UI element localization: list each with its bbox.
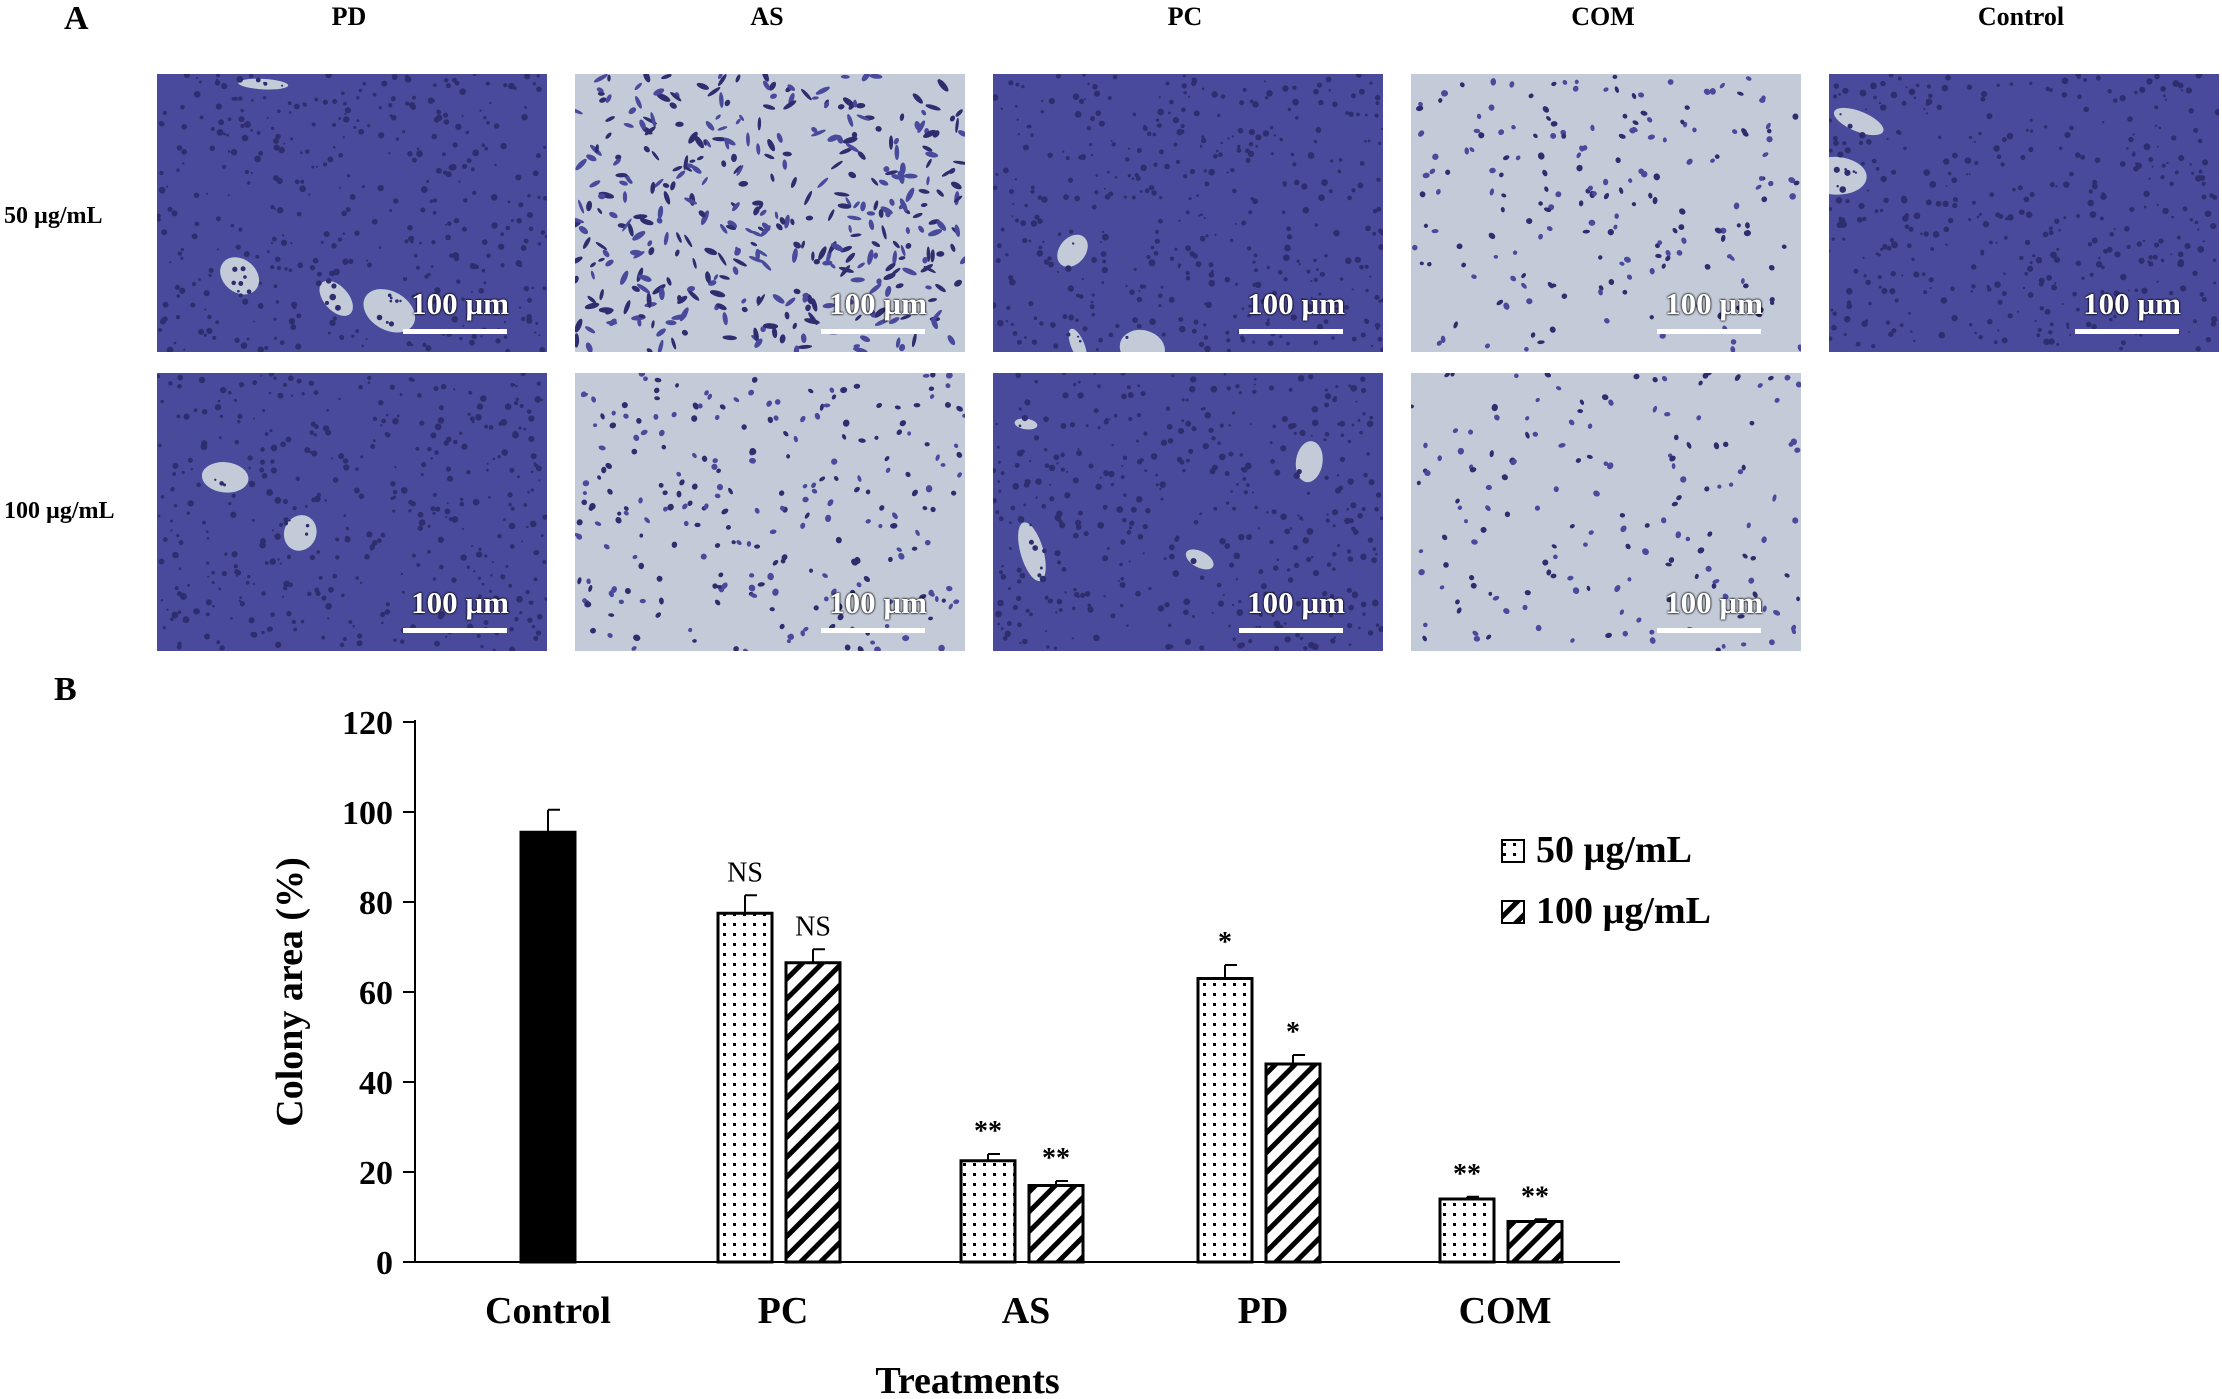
y-tick-label: 40 <box>359 1065 393 1102</box>
legend-label: 50 µg/mL <box>1536 829 1692 871</box>
scale-bar <box>403 628 507 633</box>
scale-bar <box>821 628 925 633</box>
cell-texture <box>993 74 1383 352</box>
x-tick-label: COM <box>1459 1290 1552 1332</box>
scale-label: 100 µm <box>2083 286 2181 321</box>
bar <box>519 830 577 1264</box>
y-tick-label: 80 <box>359 885 393 922</box>
scale-bar <box>2075 329 2179 334</box>
bar <box>716 911 774 1264</box>
column-label-as: AS <box>750 2 784 31</box>
cell-texture <box>993 373 1383 651</box>
panel-b-letter: B <box>54 671 77 708</box>
scale-label: 100 µm <box>411 286 509 321</box>
scale-label: 100 µm <box>829 286 927 321</box>
x-tick-label: PD <box>1238 1290 1289 1332</box>
column-label-pc: PC <box>1167 2 1203 31</box>
y-axis-title: Colony area (%) <box>269 857 311 1127</box>
significance-label: * <box>1286 1017 1300 1048</box>
micrograph-pc-100: 100 µm <box>993 373 1383 651</box>
column-label-control: Control <box>1977 2 2065 31</box>
cell-texture <box>575 74 965 352</box>
micrograph-as-100: 100 µm <box>575 373 965 651</box>
scale-bar <box>1657 628 1761 633</box>
bar <box>1264 1062 1322 1264</box>
cell-texture <box>157 74 547 352</box>
micrograph-pc-50: 100 µm <box>993 74 1383 352</box>
significance-label: ** <box>1042 1143 1070 1174</box>
micrograph-control-50: 100 µm <box>1829 74 2219 352</box>
panel-a-letter: A <box>64 0 89 37</box>
bar <box>959 1159 1017 1264</box>
significance-label: NS <box>727 857 763 888</box>
x-tick-label: AS <box>1002 1290 1051 1332</box>
cell-texture <box>1411 373 1801 651</box>
legend-swatch <box>1501 900 1525 924</box>
x-axis-title: Treatments <box>875 1360 1059 1399</box>
legend-label: 100 µg/mL <box>1536 890 1711 932</box>
micrograph-pd-50: 100 µm <box>157 74 547 352</box>
y-tick-label: 60 <box>359 975 393 1012</box>
significance-label: * <box>1218 927 1232 958</box>
micrograph-com-50: 100 µm <box>1411 74 1801 352</box>
scale-bar <box>1239 628 1343 633</box>
row-label-100: 100 µg/mL <box>4 498 115 524</box>
scale-bar <box>821 329 925 334</box>
significance-label: ** <box>974 1116 1002 1147</box>
y-tick-label: 120 <box>342 705 393 742</box>
significance-label: ** <box>1453 1159 1481 1190</box>
scale-bar <box>1657 329 1761 334</box>
bar <box>784 961 842 1264</box>
legend-swatch <box>1501 839 1525 863</box>
significance-label: NS <box>795 911 831 942</box>
column-label-pd: PD <box>331 2 367 31</box>
scale-label: 100 µm <box>1665 286 1763 321</box>
y-tick-label: 100 <box>342 795 393 832</box>
scale-label: 100 µm <box>829 585 927 620</box>
scale-label: 100 µm <box>411 585 509 620</box>
cell-texture <box>1411 74 1801 352</box>
y-tick-label: 20 <box>359 1155 393 1192</box>
scale-label: 100 µm <box>1247 286 1345 321</box>
scale-bar <box>1239 329 1343 334</box>
y-tick-label: 0 <box>376 1245 393 1282</box>
x-tick-label: Control <box>485 1290 611 1332</box>
micrograph-pd-100: 100 µm <box>157 373 547 651</box>
bar <box>1438 1197 1496 1264</box>
scale-label: 100 µm <box>1665 585 1763 620</box>
significance-label: ** <box>1521 1181 1549 1212</box>
bar <box>1196 977 1254 1264</box>
scale-bar <box>403 329 507 334</box>
x-tick-label: PC <box>758 1290 809 1332</box>
micrograph-com-100: 100 µm <box>1411 373 1801 651</box>
scale-label: 100 µm <box>1247 585 1345 620</box>
bar <box>1027 1184 1085 1264</box>
row-label-50: 50 µg/mL <box>4 203 103 229</box>
column-label-com: COM <box>1571 2 1635 31</box>
bar <box>1506 1220 1564 1264</box>
cell-texture <box>575 373 965 651</box>
micrograph-as-50: 100 µm <box>575 74 965 352</box>
cell-texture <box>1829 74 2219 352</box>
